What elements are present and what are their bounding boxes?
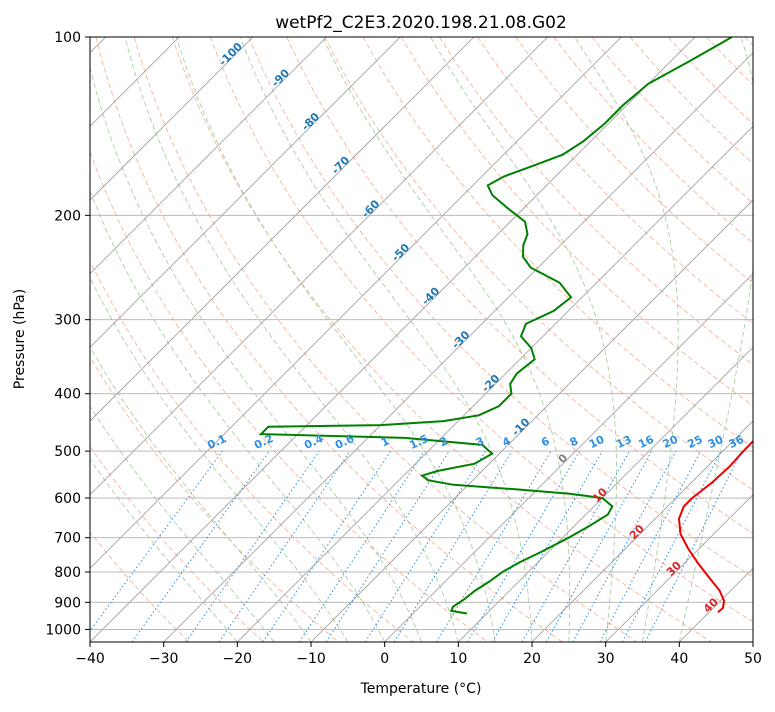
mixing-ratio-line	[622, 451, 721, 642]
moist-adiabat	[17, 37, 348, 642]
isotherm-line	[90, 37, 695, 642]
moist-adiabat	[125, 37, 458, 642]
dry-adiabat	[0, 37, 264, 642]
profile-lines	[261, 37, 775, 614]
dry-adiabat	[0, 37, 189, 642]
moist-adiabat	[176, 37, 495, 642]
mixing-ratio-label: 8	[568, 434, 580, 449]
mixing-ratio-label: 20	[661, 433, 681, 451]
dry-adiabat	[668, 37, 775, 642]
dry-adiabat	[439, 37, 775, 642]
dry-adiabat	[745, 37, 775, 642]
y-tick-label: 800	[54, 565, 81, 581]
mixing-ratio-label: 36	[727, 433, 747, 451]
y-tick-label: 400	[54, 387, 81, 403]
moist-adiabat	[0, 37, 237, 642]
dry-adiabat	[58, 37, 488, 642]
isotherm-line	[385, 37, 775, 642]
isotherm-label: -100	[216, 40, 245, 69]
mixing-ratio-line	[299, 451, 424, 642]
dry-adiabat	[707, 37, 775, 642]
moist-adiabat	[83, 37, 422, 642]
y-tick-label: 1000	[45, 622, 81, 638]
isotherm-line	[0, 37, 400, 642]
isotherm-label: 20	[627, 522, 647, 542]
x-tick-label: −20	[223, 651, 253, 667]
mixing-ratio-line	[263, 451, 391, 642]
x-axis-label: Temperature (°C)	[360, 681, 482, 697]
y-tick-label: 900	[54, 595, 81, 611]
moist-adiabat	[0, 37, 274, 642]
moist-adiabat	[575, 37, 679, 642]
background-lines	[0, 37, 775, 642]
y-tick-label: 300	[54, 313, 81, 329]
isotherm-line	[458, 37, 775, 642]
isotherm-line	[679, 37, 775, 642]
x-tick-label: 30	[597, 651, 615, 667]
dry-adiabat	[0, 37, 338, 642]
isotherm-line	[753, 37, 775, 642]
mixing-ratio-line	[82, 451, 223, 642]
isotherm-label: -50	[389, 241, 412, 264]
isotherm-label: -70	[329, 154, 352, 177]
mixing-ratio-label: 30	[706, 433, 726, 451]
mixing-ratio-label: 10	[587, 433, 607, 451]
y-tick-label: 100	[54, 30, 81, 46]
mixing-ratio-line	[645, 451, 742, 642]
chart-title: wetPf2_C2E3.2020.198.21.08.G02	[275, 13, 567, 33]
isotherm-label: 40	[701, 595, 721, 615]
x-tick-label: −40	[75, 651, 105, 667]
x-tick-label: 40	[670, 651, 688, 667]
mixing-ratio-label: 6	[539, 434, 552, 449]
plot-frame	[90, 37, 753, 642]
isotherm-line	[0, 37, 474, 642]
y-axis-label: Pressure (hPa)	[12, 289, 28, 389]
dry-adiabat	[134, 37, 637, 642]
isotherm-line	[0, 37, 253, 642]
mixing-ratio-label: 25	[685, 433, 704, 451]
temperature-profile	[679, 37, 775, 612]
x-tick-label: 10	[449, 651, 467, 667]
x-tick-label: 0	[380, 651, 389, 667]
mixing-ratio-line	[573, 451, 676, 642]
isotherm-line	[0, 37, 327, 642]
isotherm-label: -60	[359, 197, 382, 220]
moist-adiabat	[323, 37, 570, 642]
moist-adiabat	[679, 37, 760, 642]
x-tick-label: 50	[744, 651, 762, 667]
mixing-ratio-label: 16	[636, 433, 656, 451]
dry-adiabat	[172, 37, 711, 642]
isotherm-label: -40	[419, 284, 442, 307]
isotherm-label: -20	[479, 372, 502, 395]
isotherm-label: -30	[449, 328, 472, 351]
isotherm-line	[237, 37, 775, 642]
isotherm-label: -80	[299, 110, 322, 133]
isotherm-line	[16, 37, 621, 642]
x-tick-label: 20	[523, 651, 541, 667]
y-tick-label: 500	[54, 444, 81, 460]
dry-adiabat	[592, 37, 775, 642]
x-tick-label: −10	[296, 651, 326, 667]
mixing-ratio-line	[600, 451, 701, 642]
mixing-ratio-line	[132, 451, 269, 642]
mixing-ratio-label: 0.1	[205, 432, 228, 452]
moist-adiabat	[0, 37, 311, 642]
isotherm-label: 30	[664, 559, 684, 579]
y-tick-label: 600	[54, 491, 81, 507]
mixing-ratio-label: 0.6	[333, 432, 356, 452]
x-tick-label: −30	[149, 651, 179, 667]
mixing-ratio-label: 1.5	[407, 432, 430, 452]
y-tick-label: 200	[54, 208, 81, 224]
y-tick-label: 700	[54, 531, 81, 547]
dry-adiabat	[20, 37, 413, 642]
isotherm-label: -90	[269, 66, 292, 89]
isotherm-label: -10	[509, 415, 532, 438]
